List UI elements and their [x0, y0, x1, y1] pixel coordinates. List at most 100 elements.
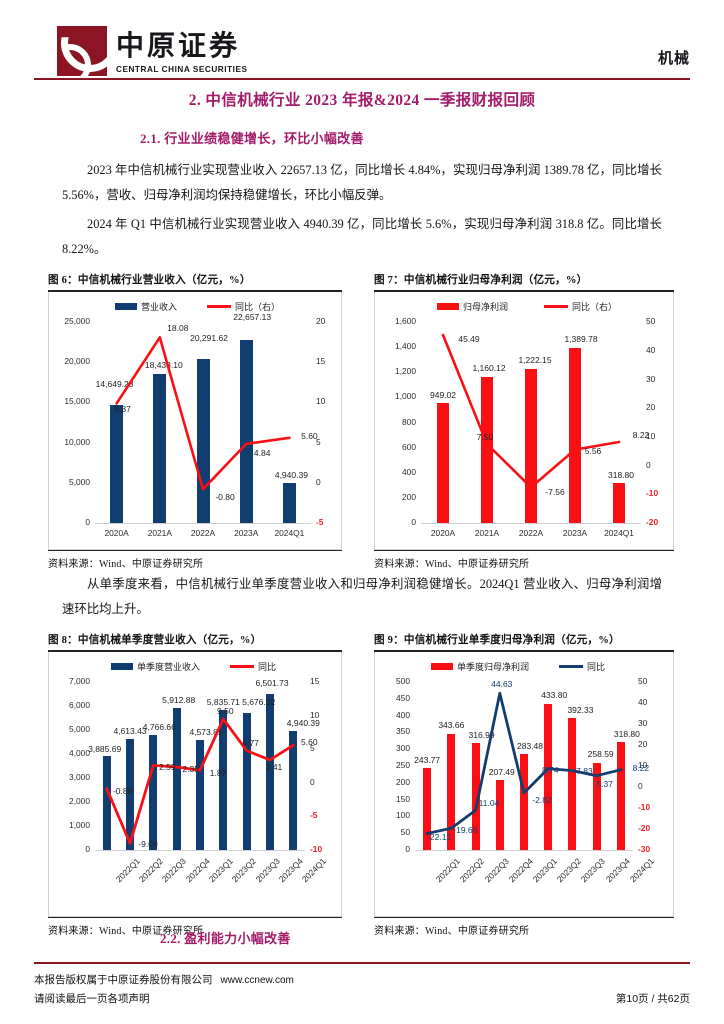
logo-company-en: CENTRAL CHINA SECURITIES — [116, 65, 248, 74]
y-axis-tick: 25,000 — [64, 316, 90, 327]
y2-axis-tick: -10 — [646, 488, 659, 499]
legend-item-bar: 营业收入 — [115, 300, 177, 313]
bar-value-label: 22,657.13 — [233, 312, 272, 323]
line-value-label: 4.77 — [242, 738, 259, 749]
legend-swatch-line-icon — [544, 304, 569, 308]
y-axis-tick: 150 — [396, 793, 410, 804]
legend-label-line: 同比 — [587, 661, 606, 672]
line-value-label: 2.59 — [159, 761, 176, 772]
bar — [569, 348, 581, 523]
axis-baseline — [95, 849, 305, 851]
bar-value-label: 14,649.28 — [95, 378, 134, 389]
footer-copyright: 本报告版权属于中原证券股份有限公司 www.ccnew.com — [34, 972, 294, 987]
line-value-label: 8.22 — [632, 763, 650, 774]
figure-6-source: 资料来源：Wind、中原证券研究所 — [48, 559, 204, 571]
line-value-label: -22.12 — [427, 832, 452, 843]
bar — [544, 703, 553, 850]
y-axis-tick: 50 — [400, 827, 410, 838]
y2-axis-tick: 10 — [316, 396, 326, 407]
figure-6-title: 图 6：中信机械行业营业收入（亿元，%） — [48, 275, 251, 286]
axis-baseline — [421, 522, 641, 524]
y2-axis-tick: -30 — [638, 844, 651, 855]
bar — [282, 482, 296, 523]
figure-9-source: 资料来源：Wind、中原证券研究所 — [374, 926, 530, 938]
bar — [568, 717, 577, 850]
y-axis-tick: 400 — [396, 709, 410, 720]
bar — [172, 707, 181, 850]
y-axis-tick: 300 — [396, 743, 410, 754]
legend-label-bar: 营业收入 — [141, 301, 178, 312]
bar-value-label: 4,613.43 — [113, 725, 147, 736]
bar-value-label: 258.59 — [587, 748, 614, 759]
figure-7-source: 资料来源：Wind、中原证券研究所 — [374, 559, 530, 571]
line-value-label: 9.50 — [217, 705, 234, 716]
y-axis-tick: 0 — [85, 517, 90, 528]
legend-item-line: 同比（右） — [544, 300, 617, 313]
line-value-label: 3.41 — [265, 762, 283, 773]
line-value-label: 8.22 — [632, 429, 650, 440]
footer-url[interactable]: www.ccnew.com — [220, 975, 294, 986]
line-value-label: -11.04 — [475, 797, 500, 808]
page-header: 中原证券 CENTRAL CHINA SECURITIES 机械 — [0, 0, 724, 82]
y2-axis-tick: 5 — [316, 436, 321, 447]
y-axis-tick: 3,000 — [69, 772, 90, 783]
legend-swatch-line-icon — [207, 304, 232, 308]
bar-value-label: 5,676.32 — [242, 697, 276, 708]
line-value-label: -19.66 — [453, 824, 478, 835]
legend-item-bar: 归母净利润 — [437, 300, 508, 313]
line-value-label: -0.86 — [112, 786, 133, 797]
y-axis-tick: 1,000 — [395, 391, 416, 402]
bar-value-label: 1,222.15 — [518, 355, 552, 366]
bar — [592, 762, 601, 850]
figure-6: 图 6：中信机械行业营业收入（亿元，%） 0 5,000 10,000 15,000 2… — [48, 272, 342, 570]
legend-swatch-bar-icon — [111, 662, 133, 670]
y-axis-tick: 7,000 — [69, 676, 90, 687]
footer-divider — [34, 962, 690, 964]
bar — [149, 735, 158, 850]
y2-axis-tick: 0 — [310, 776, 315, 787]
figure-7-plot: 0 200 400 600 800 1,000 1,200 1,400 1,600 -20 -10 0… — [374, 291, 674, 550]
chart-legend: 单季度归母净利润 同比 — [431, 660, 605, 673]
bar — [616, 742, 625, 850]
y2-axis-tick: 20 — [638, 739, 648, 750]
bar-value-label: 5,835.71 — [206, 696, 240, 707]
x-axis-tick: 2022A — [190, 527, 216, 538]
legend-label-line: 同比（右） — [572, 301, 618, 312]
y-axis-tick: 350 — [396, 726, 410, 737]
x-axis-tick: 2024Q1 — [274, 527, 305, 538]
line-value-label: 44.63 — [491, 678, 513, 689]
bar-value-label: 207.49 — [488, 766, 515, 777]
bar-value-label: 4,573.81 — [189, 726, 223, 737]
x-axis-tick: 2021A — [474, 527, 500, 538]
y-axis-tick: 10,000 — [64, 436, 90, 447]
legend-item-bar: 单季度营业收入 — [111, 660, 200, 673]
sector-tag: 机械 — [657, 51, 690, 67]
y2-axis-tick: 10 — [310, 709, 320, 720]
y-axis-tick: 1,600 — [395, 316, 416, 327]
line-value-label: 5.56 — [584, 446, 602, 457]
chart-legend: 单季度营业收入 同比 — [111, 660, 276, 673]
line-value-label: 7.83 — [576, 766, 593, 777]
header-divider — [34, 78, 690, 80]
bar-value-label: 6,501.73 — [255, 677, 289, 688]
line-value-label: 4.84 — [253, 448, 271, 459]
bar-value-label: 4,940.39 — [286, 718, 320, 729]
company-logo: 中原证券 CENTRAL CHINA SECURITIES — [57, 26, 247, 76]
y2-axis-tick: -20 — [638, 823, 651, 834]
line-value-label: -9.00 — [138, 838, 158, 849]
bar — [520, 754, 528, 850]
footer-disclaimer: 请阅读最后一页各项声明 — [34, 994, 150, 1005]
y2-axis-tick: 10 — [638, 760, 648, 771]
bar — [495, 779, 504, 850]
bar — [126, 738, 134, 850]
y2-axis-tick: 20 — [646, 402, 656, 413]
line-value-label: 45.49 — [458, 333, 480, 344]
bar-value-label: 433.80 — [541, 689, 568, 700]
x-axis-tick: 2024Q1 — [604, 527, 634, 538]
bar — [196, 739, 204, 850]
section-heading-2: 2. 中信机械行业 2023 年报&2024 一季报财报回顾 — [188, 92, 536, 109]
line-value-label: 5.60 — [301, 736, 318, 747]
chart-legend: 归母净利润 同比（右） — [437, 300, 617, 313]
bar — [102, 756, 111, 850]
